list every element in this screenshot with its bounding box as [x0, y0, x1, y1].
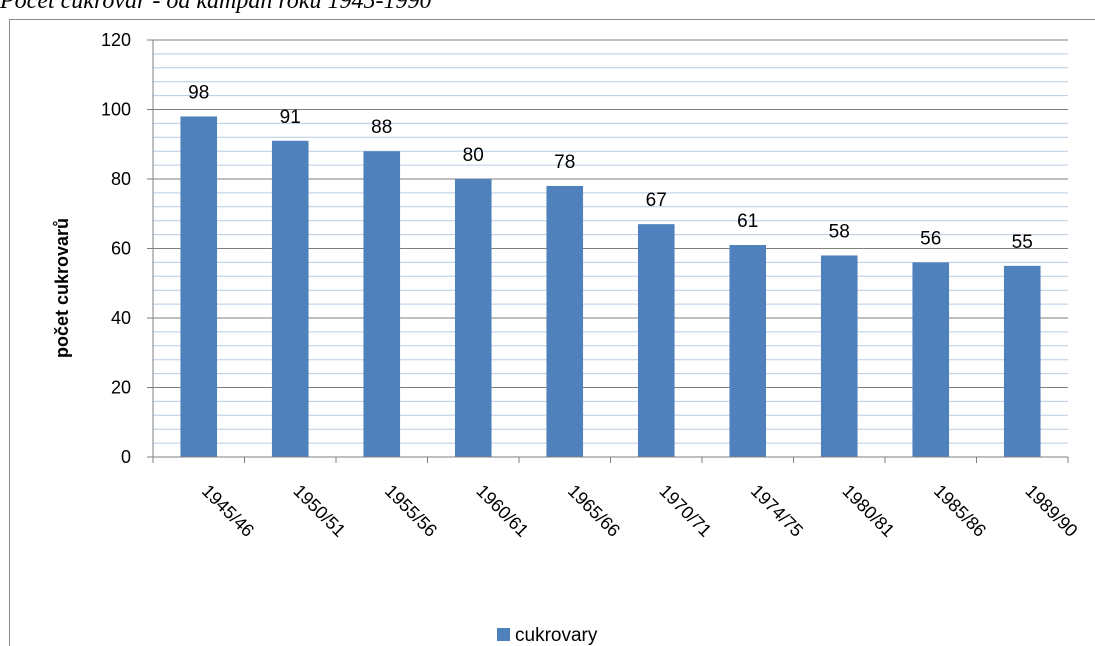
y-axis-label: počet cukrovarů	[52, 218, 72, 358]
y-tick-label: 60	[111, 239, 131, 259]
bar-1974-75	[729, 245, 767, 457]
legend-swatch	[497, 628, 510, 641]
bar-1970-71	[637, 224, 675, 457]
data-label: 58	[829, 221, 850, 242]
x-tick-label: 1985/86	[930, 481, 990, 541]
y-tick-label: 100	[101, 100, 131, 120]
data-label: 55	[1012, 232, 1033, 253]
data-label: 61	[737, 211, 758, 232]
bar-1965-66	[546, 185, 584, 457]
data-label: 91	[280, 107, 301, 128]
data-label: 80	[463, 145, 484, 166]
data-label: 78	[554, 152, 575, 173]
x-tick-label: 1989/90	[1021, 481, 1081, 541]
chart-caption: Počet cukrovar - od kampaň roku 1945-199…	[0, 0, 432, 14]
bar-1980-81	[820, 255, 858, 457]
x-tick-label: 1970/71	[655, 481, 715, 541]
chart-frame	[9, 19, 1095, 646]
legend: cukrovary	[497, 625, 598, 646]
bar-1960-61	[454, 179, 492, 457]
x-tick-label: 1945/46	[198, 481, 258, 541]
data-labels: 98 91 88 80 78 67 61 58 56 55	[188, 82, 1033, 252]
bar-1985-86	[912, 262, 950, 457]
y-tick-labels: 0 20 40 60 80 100 120	[101, 30, 131, 467]
data-label: 67	[646, 190, 667, 211]
axes	[152, 40, 1069, 463]
bar-1945-46	[180, 116, 218, 457]
bars	[180, 116, 1041, 457]
x-tick-label: 1980/81	[838, 481, 898, 541]
data-label: 56	[920, 228, 941, 249]
bar-1989-90	[1003, 265, 1041, 457]
bar-1955-56	[363, 151, 401, 457]
x-tick-label: 1955/56	[381, 481, 441, 541]
bar-1950-51	[271, 140, 309, 457]
x-tick-label: 1965/66	[564, 481, 624, 541]
y-tick-label: 80	[111, 169, 131, 189]
x-tick-label: 1960/61	[472, 481, 532, 541]
data-label: 98	[188, 82, 209, 103]
x-tick-label: 1974/75	[747, 481, 807, 541]
data-label: 88	[371, 117, 392, 138]
legend-label-cukrovary: cukrovary	[515, 625, 598, 646]
y-tick-label: 40	[111, 308, 131, 328]
x-tick-label: 1950/51	[289, 481, 349, 541]
y-tick-label: 0	[121, 447, 131, 467]
y-tick-label: 120	[101, 30, 131, 50]
x-tick-labels: 1945/46 1950/51 1955/56 1960/61 1965/66 1970/…	[198, 481, 1082, 541]
y-tick-label: 20	[111, 378, 131, 398]
